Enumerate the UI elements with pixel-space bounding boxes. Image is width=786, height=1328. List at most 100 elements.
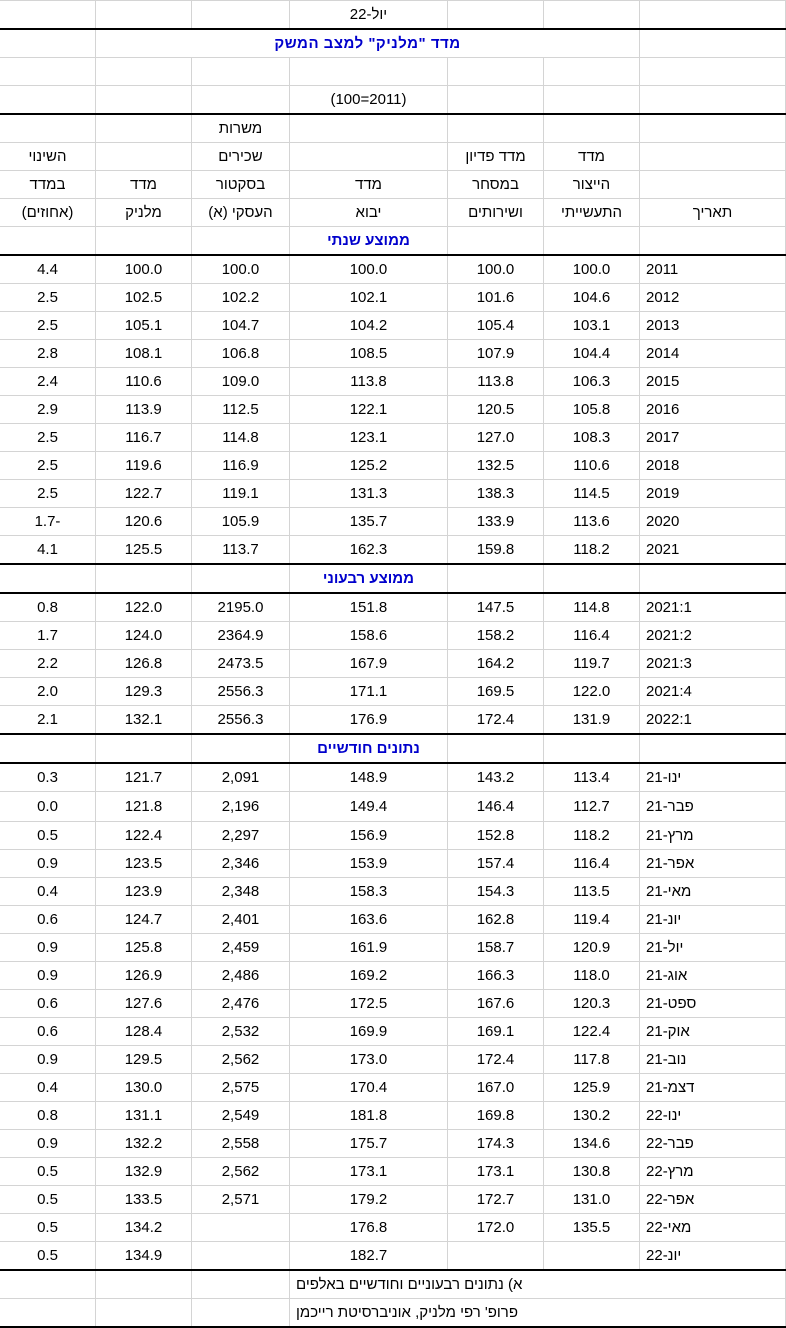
empty-cell[interactable] [0, 57, 96, 86]
cell-jobs[interactable]: 2,575 [191, 1073, 290, 1102]
cell-import[interactable]: 181.8 [289, 1101, 448, 1130]
cell-change[interactable]: 2.2 [0, 649, 96, 678]
cell-production[interactable]: 105.8 [543, 395, 640, 424]
cell-import[interactable]: 135.7 [289, 507, 448, 536]
cell-jobs[interactable]: 2,401 [191, 905, 290, 934]
cell-change[interactable]: 2.8 [0, 339, 96, 368]
empty-cell[interactable] [639, 28, 786, 58]
cell-trade[interactable]: 166.3 [447, 961, 544, 990]
cell-import[interactable]: 156.9 [289, 821, 448, 850]
cell-melnick[interactable]: 105.1 [95, 311, 192, 340]
cell-import[interactable]: 179.2 [289, 1185, 448, 1214]
cell-melnick[interactable]: 113.9 [95, 395, 192, 424]
cell-change[interactable]: 0.9 [0, 1129, 96, 1158]
empty-cell[interactable] [0, 226, 96, 256]
cell-date[interactable]: 2011 [639, 254, 786, 284]
cell-melnick[interactable]: 122.0 [95, 592, 192, 622]
cell-production[interactable]: 118.2 [543, 821, 640, 850]
cell-date[interactable]: אוג-21 [639, 961, 786, 990]
empty-cell[interactable] [191, 0, 290, 30]
cell-date[interactable]: נוב-21 [639, 1045, 786, 1074]
cell-import[interactable]: 149.4 [289, 791, 448, 822]
cell-change[interactable]: 0.5 [0, 821, 96, 850]
empty-cell[interactable] [447, 85, 544, 115]
cell-jobs[interactable]: 102.2 [191, 283, 290, 312]
empty-cell[interactable] [0, 85, 96, 115]
cell-date[interactable]: ינו-22 [639, 1101, 786, 1130]
report-date[interactable]: יול-22 [289, 0, 448, 30]
cell-import[interactable]: 169.9 [289, 1017, 448, 1046]
cell-import[interactable]: 158.6 [289, 621, 448, 650]
cell-production[interactable]: 110.6 [543, 451, 640, 480]
cell-jobs[interactable]: 119.1 [191, 479, 290, 508]
cell-production[interactable]: 117.8 [543, 1045, 640, 1074]
empty-cell[interactable] [95, 563, 192, 594]
empty-cell[interactable] [543, 57, 640, 86]
cell-melnick[interactable]: 125.5 [95, 535, 192, 565]
empty-cell[interactable] [447, 226, 544, 256]
cell-jobs[interactable]: 2195.0 [191, 592, 290, 622]
cell-date[interactable]: 2014 [639, 339, 786, 368]
cell-jobs[interactable]: 112.5 [191, 395, 290, 424]
cell-melnick[interactable]: 123.9 [95, 877, 192, 906]
cell-jobs[interactable]: 2,297 [191, 821, 290, 850]
empty-cell[interactable] [289, 57, 448, 86]
empty-cell[interactable] [95, 0, 192, 30]
cell-trade[interactable]: 158.2 [447, 621, 544, 650]
cell-date[interactable]: 2021:3 [639, 649, 786, 678]
cell-melnick[interactable]: 132.9 [95, 1157, 192, 1186]
cell-import[interactable]: 158.3 [289, 877, 448, 906]
cell-import[interactable]: 161.9 [289, 933, 448, 962]
cell-trade[interactable]: 138.3 [447, 479, 544, 508]
cell-melnick[interactable]: 127.6 [95, 989, 192, 1018]
cell-melnick[interactable]: 129.5 [95, 1045, 192, 1074]
cell-production[interactable]: 120.3 [543, 989, 640, 1018]
cell-date[interactable]: פבר-21 [639, 791, 786, 822]
empty-cell[interactable] [191, 563, 290, 594]
cell-change[interactable]: 2.5 [0, 423, 96, 452]
cell-date[interactable]: 2020 [639, 507, 786, 536]
empty-cell[interactable] [95, 733, 192, 764]
cell-melnick[interactable]: 122.7 [95, 479, 192, 508]
cell-trade[interactable]: 107.9 [447, 339, 544, 368]
cell-jobs[interactable]: 2,558 [191, 1129, 290, 1158]
cell-trade[interactable]: 154.3 [447, 877, 544, 906]
empty-cell[interactable] [0, 0, 96, 30]
empty-cell[interactable] [95, 226, 192, 256]
empty-cell[interactable] [447, 0, 544, 30]
cell-jobs[interactable]: 2364.9 [191, 621, 290, 650]
cell-date[interactable]: אפר-21 [639, 849, 786, 878]
cell-melnick[interactable]: 134.2 [95, 1213, 192, 1242]
cell-production[interactable] [543, 1241, 640, 1271]
cell-import[interactable]: 169.2 [289, 961, 448, 990]
empty-cell[interactable] [447, 57, 544, 86]
empty-cell[interactable] [0, 1269, 96, 1299]
cell-date[interactable]: 2012 [639, 283, 786, 312]
cell-change[interactable]: 0.6 [0, 905, 96, 934]
cell-trade[interactable]: 133.9 [447, 507, 544, 536]
empty-cell[interactable] [95, 1269, 192, 1299]
cell-production[interactable]: 120.9 [543, 933, 640, 962]
empty-cell[interactable] [543, 0, 640, 30]
cell-melnick[interactable]: 121.8 [95, 791, 192, 822]
cell-import[interactable]: 113.8 [289, 367, 448, 396]
cell-date[interactable]: יול-21 [639, 933, 786, 962]
empty-cell[interactable] [0, 28, 96, 58]
cell-trade[interactable]: 101.6 [447, 283, 544, 312]
cell-melnick[interactable]: 116.7 [95, 423, 192, 452]
cell-jobs[interactable]: 109.0 [191, 367, 290, 396]
cell-jobs[interactable]: 116.9 [191, 451, 290, 480]
cell-melnick[interactable]: 121.7 [95, 762, 192, 792]
cell-change[interactable]: 2.4 [0, 367, 96, 396]
cell-jobs[interactable]: 106.8 [191, 339, 290, 368]
cell-trade[interactable]: 167.0 [447, 1073, 544, 1102]
cell-change[interactable]: 1.7 [0, 621, 96, 650]
cell-trade[interactable]: 169.8 [447, 1101, 544, 1130]
cell-date[interactable]: אפר-22 [639, 1185, 786, 1214]
empty-cell[interactable] [191, 1298, 290, 1328]
cell-date[interactable]: 2021:4 [639, 677, 786, 706]
cell-trade[interactable]: 127.0 [447, 423, 544, 452]
cell-date[interactable]: 2018 [639, 451, 786, 480]
cell-import[interactable]: 104.2 [289, 311, 448, 340]
cell-date[interactable]: אוק-21 [639, 1017, 786, 1046]
